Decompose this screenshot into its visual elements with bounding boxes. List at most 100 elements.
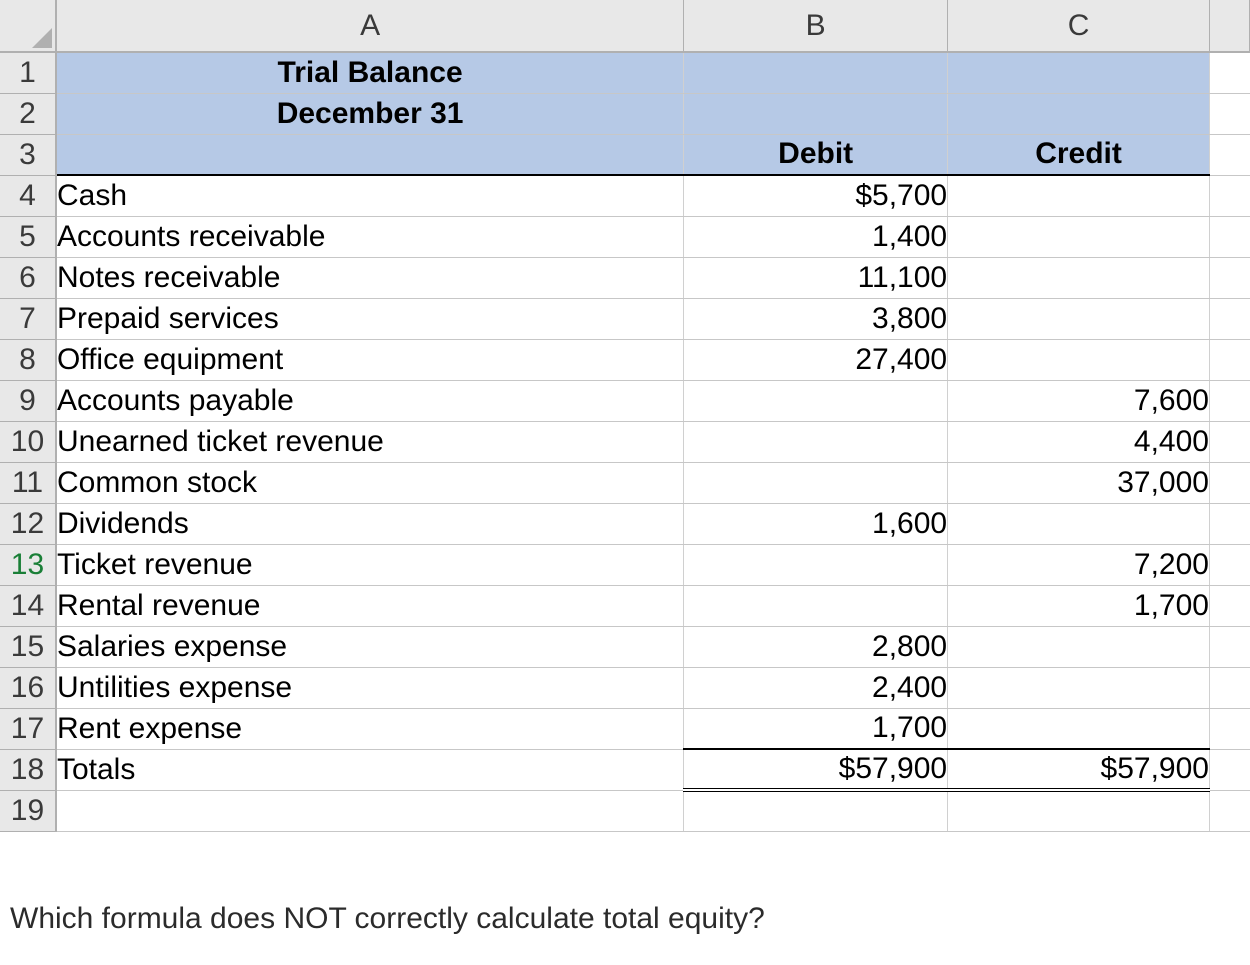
row-header-4[interactable]: 4 [0, 175, 56, 216]
spreadsheet-grid[interactable]: A B C 1 Trial Balance 2 December 31 3 De… [0, 0, 1250, 832]
column-header-a[interactable]: A [56, 0, 684, 52]
cell-credit[interactable] [948, 626, 1210, 667]
cell-credit[interactable] [948, 708, 1210, 749]
cell-c3-credit-label[interactable]: Credit [948, 134, 1210, 175]
cell-debit[interactable] [684, 380, 948, 421]
row-header-15[interactable]: 15 [0, 626, 56, 667]
cell-credit[interactable] [948, 339, 1210, 380]
cell-credit[interactable] [948, 257, 1210, 298]
column-header-b[interactable]: B [684, 0, 948, 52]
cell-account[interactable]: Cash [56, 175, 684, 216]
cell-account[interactable]: Rental revenue [56, 585, 684, 626]
cell-d3[interactable] [1209, 134, 1249, 175]
row-header-1[interactable]: 1 [0, 52, 56, 93]
cell-c1[interactable] [948, 52, 1210, 93]
cell-account[interactable]: Untilities expense [56, 667, 684, 708]
column-header-c[interactable]: C [948, 0, 1210, 52]
cell-account[interactable]: Notes receivable [56, 257, 684, 298]
row-header-8[interactable]: 8 [0, 339, 56, 380]
cell-a3[interactable] [56, 134, 684, 175]
cell-d[interactable] [1209, 298, 1249, 339]
cell-credit[interactable]: 7,200 [948, 544, 1210, 585]
cell-d[interactable] [1209, 339, 1249, 380]
cell-debit[interactable]: 2,400 [684, 667, 948, 708]
cell-d19[interactable] [1209, 790, 1249, 831]
row-header-7[interactable]: 7 [0, 298, 56, 339]
cell-debit[interactable]: 1,700 [684, 708, 948, 749]
cell-b2[interactable] [684, 93, 948, 134]
cell-debit[interactable]: 11,100 [684, 257, 948, 298]
cell-debit[interactable] [684, 421, 948, 462]
cell-d[interactable] [1209, 585, 1249, 626]
cell-a1-title[interactable]: Trial Balance [56, 52, 684, 93]
cell-account[interactable]: Ticket revenue [56, 544, 684, 585]
cell-credit[interactable]: 4,400 [948, 421, 1210, 462]
cell-credit[interactable] [948, 175, 1210, 216]
cell-debit[interactable]: 1,400 [684, 216, 948, 257]
row-header-3[interactable]: 3 [0, 134, 56, 175]
cell-d[interactable] [1209, 544, 1249, 585]
cell-account[interactable]: Common stock [56, 462, 684, 503]
cell-d[interactable] [1209, 175, 1249, 216]
cell-credit[interactable] [948, 667, 1210, 708]
cell-account[interactable]: Accounts receivable [56, 216, 684, 257]
cell-debit[interactable] [684, 544, 948, 585]
cell-debit[interactable]: 27,400 [684, 339, 948, 380]
row-header-2[interactable]: 2 [0, 93, 56, 134]
cell-a19[interactable] [56, 790, 684, 831]
cell-a2-subtitle[interactable]: December 31 [56, 93, 684, 134]
cell-debit[interactable]: $5,700 [684, 175, 948, 216]
cell-d[interactable] [1209, 708, 1249, 749]
row-header-12[interactable]: 12 [0, 503, 56, 544]
cell-d[interactable] [1209, 421, 1249, 462]
column-header-partial[interactable] [1209, 0, 1249, 52]
cell-d[interactable] [1209, 462, 1249, 503]
cell-d[interactable] [1209, 380, 1249, 421]
cell-account[interactable]: Dividends [56, 503, 684, 544]
cell-d2[interactable] [1209, 93, 1249, 134]
cell-credit[interactable]: 37,000 [948, 462, 1210, 503]
cell-debit[interactable]: 1,600 [684, 503, 948, 544]
cell-debit[interactable] [684, 585, 948, 626]
cell-debit[interactable] [684, 462, 948, 503]
cell-b19[interactable] [684, 790, 948, 831]
cell-credit[interactable] [948, 216, 1210, 257]
cell-credit[interactable] [948, 503, 1210, 544]
cell-totals-credit[interactable]: $57,900 [948, 749, 1210, 790]
cell-d[interactable] [1209, 667, 1249, 708]
select-all-corner[interactable] [0, 0, 56, 52]
cell-b3-debit-label[interactable]: Debit [684, 134, 948, 175]
row-header-5[interactable]: 5 [0, 216, 56, 257]
cell-account[interactable]: Rent expense [56, 708, 684, 749]
cell-totals-debit[interactable]: $57,900 [684, 749, 948, 790]
cell-d[interactable] [1209, 749, 1249, 790]
cell-credit[interactable]: 7,600 [948, 380, 1210, 421]
cell-totals-label[interactable]: Totals [56, 749, 684, 790]
row-header-16[interactable]: 16 [0, 667, 56, 708]
row-header-11[interactable]: 11 [0, 462, 56, 503]
cell-credit[interactable]: 1,700 [948, 585, 1210, 626]
row-header-19[interactable]: 19 [0, 790, 56, 831]
cell-account[interactable]: Unearned ticket revenue [56, 421, 684, 462]
cell-c19[interactable] [948, 790, 1210, 831]
row-header-6[interactable]: 6 [0, 257, 56, 298]
cell-account[interactable]: Salaries expense [56, 626, 684, 667]
cell-account[interactable]: Prepaid services [56, 298, 684, 339]
row-header-17[interactable]: 17 [0, 708, 56, 749]
cell-c2[interactable] [948, 93, 1210, 134]
cell-debit[interactable]: 2,800 [684, 626, 948, 667]
cell-account[interactable]: Accounts payable [56, 380, 684, 421]
cell-d1[interactable] [1209, 52, 1249, 93]
row-header-14[interactable]: 14 [0, 585, 56, 626]
cell-debit[interactable]: 3,800 [684, 298, 948, 339]
cell-b1[interactable] [684, 52, 948, 93]
row-header-10[interactable]: 10 [0, 421, 56, 462]
cell-d[interactable] [1209, 257, 1249, 298]
cell-d[interactable] [1209, 503, 1249, 544]
row-header-13[interactable]: 13 [0, 544, 56, 585]
row-header-9[interactable]: 9 [0, 380, 56, 421]
cell-credit[interactable] [948, 298, 1210, 339]
cell-d[interactable] [1209, 216, 1249, 257]
row-header-18[interactable]: 18 [0, 749, 56, 790]
cell-d[interactable] [1209, 626, 1249, 667]
